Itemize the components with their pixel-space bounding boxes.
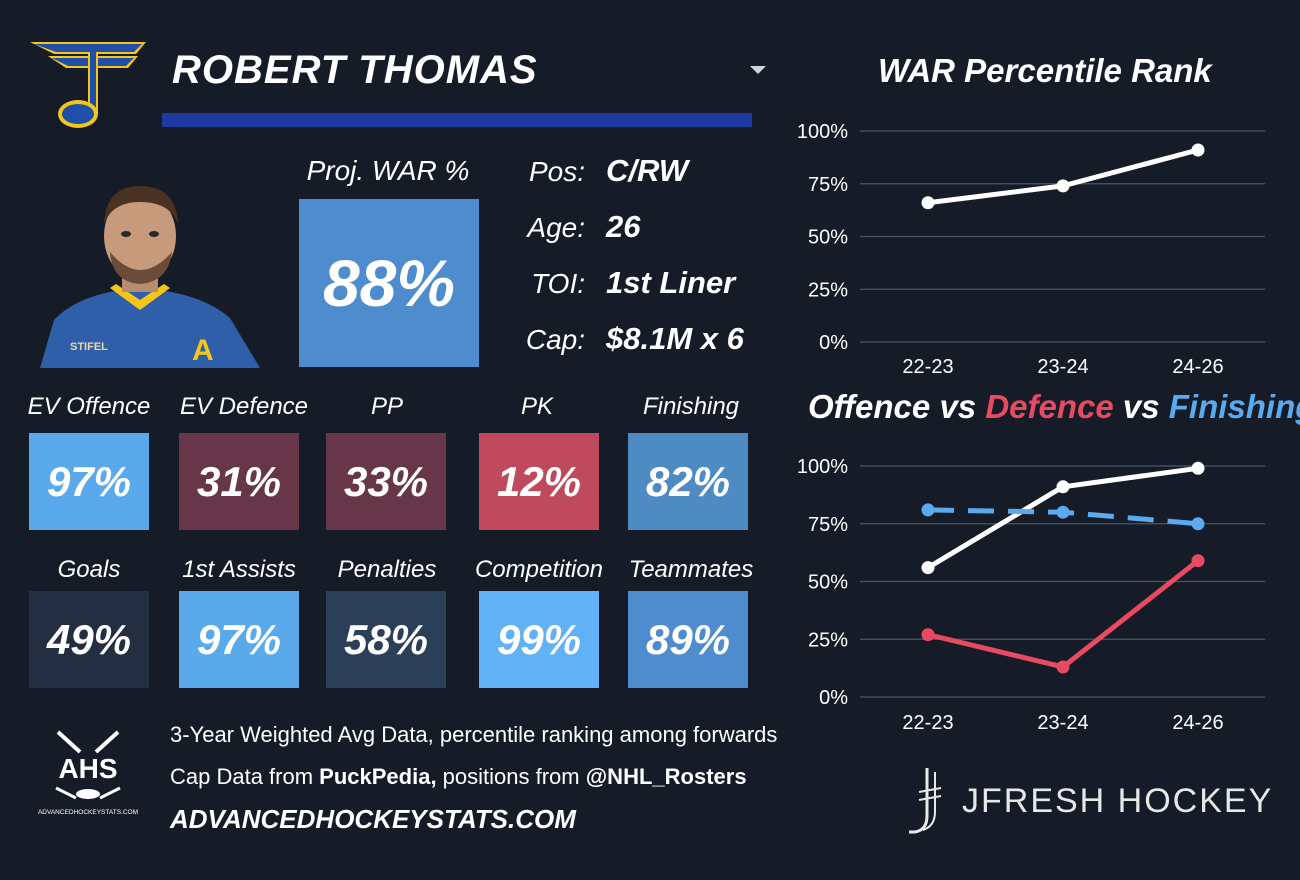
nhl-rosters-link: @NHL_Rosters	[585, 764, 747, 789]
player-name: ROBERT THOMAS	[172, 48, 538, 92]
y-tick-label: 100%	[797, 121, 848, 143]
y-tick-label: 0%	[819, 687, 848, 709]
tile-label-finishing: Finishing	[642, 393, 740, 420]
info-value-cap: $8.1M x 6	[606, 321, 744, 356]
tile-teammates: 89%	[628, 591, 748, 688]
y-tick-label: 50%	[808, 227, 848, 249]
chart-components-title: Offence vs Defence vs Finishing	[808, 388, 1300, 426]
jfresh-stick-icon	[909, 768, 942, 834]
tile-value-goals: 49%	[46, 615, 132, 663]
title-part-offence: Offence	[808, 388, 931, 425]
tile-label-ev-offence: EV Offence	[27, 393, 151, 420]
player-dropdown-chevron-icon[interactable]	[750, 66, 766, 74]
tile-label-ev-defence: EV Defence	[179, 393, 309, 420]
tile-label-teammates: Teammates	[628, 556, 754, 583]
proj-war-box: 88%	[299, 199, 479, 367]
tile-label-penalties: Penalties	[337, 556, 437, 583]
data-point-defence	[1056, 660, 1070, 674]
data-point-offence	[921, 561, 935, 575]
tile-penalties: 58%	[326, 591, 446, 688]
tile-value-pk: 12%	[496, 457, 582, 505]
tile-value-teammates: 89%	[645, 615, 731, 663]
x-tick-label: 22-23	[902, 356, 953, 378]
title-part-finishing: Finishing	[1168, 388, 1300, 425]
tile-value-penalties: 58%	[343, 615, 429, 663]
tile-competition: 99%	[479, 591, 599, 688]
series-line-series	[925, 147, 1201, 206]
puckpedia-link: PuckPedia,	[319, 764, 437, 789]
y-tick-label: 100%	[797, 456, 848, 478]
tile-value-ev-offence: 97%	[46, 457, 132, 505]
x-tick-label: 24-26	[1172, 356, 1223, 378]
svg-text:STIFEL: STIFEL	[70, 341, 108, 353]
tile-ev-offence: 97%	[29, 433, 149, 530]
y-tick-label: 75%	[808, 514, 848, 536]
chart-war-percentile: 0% 25% 50% 75% 100% 22-23 23-24 24-26	[797, 121, 1265, 378]
tile-goals: 49%	[29, 591, 149, 688]
jfresh-hockey-brand: JFRESH HOCKEY	[962, 782, 1274, 820]
chart-war-title: WAR Percentile Rank	[878, 52, 1212, 89]
info-label-age: Age:	[527, 212, 585, 243]
tile-value-1st-assists: 97%	[196, 615, 282, 663]
data-point-defence	[921, 628, 935, 642]
series-line-defence	[925, 558, 1201, 670]
proj-war-value: 88%	[322, 246, 456, 320]
tile-label-1st-assists: 1st Assists	[182, 556, 296, 583]
tile-label-pp: PP	[370, 393, 403, 420]
svg-text:A: A	[192, 334, 214, 367]
data-point-offence	[1191, 461, 1205, 475]
x-tick-label: 23-24	[1037, 712, 1088, 734]
x-tick-label: 24-26	[1172, 712, 1223, 734]
info-label-toi: TOI:	[531, 268, 585, 299]
ahs-logo-icon: AHS ADVANCEDHOCKEYSTATS.COM	[38, 730, 138, 816]
info-value-toi: 1st Liner	[606, 265, 736, 300]
info-label-position: Pos:	[528, 156, 585, 187]
tile-1st-assists: 97%	[179, 591, 299, 688]
proj-war-label: Proj. WAR %	[306, 155, 470, 186]
x-tick-label: 23-24	[1037, 356, 1088, 378]
footnote-data-source: 3-Year Weighted Avg Data, percentile ran…	[170, 722, 778, 747]
y-tick-label: 50%	[808, 572, 848, 594]
y-tick-label: 25%	[808, 279, 848, 301]
site-url: ADVANCEDHOCKEYSTATS.COM	[170, 804, 576, 834]
data-point-series	[1191, 143, 1205, 157]
y-tick-label: 25%	[808, 629, 848, 651]
tile-pk: 12%	[479, 433, 599, 530]
x-tick-label: 22-23	[902, 712, 953, 734]
tile-label-pk: PK	[520, 393, 553, 420]
info-value-age: 26	[606, 209, 641, 244]
info-label-cap: Cap:	[525, 324, 585, 355]
tile-ev-defence: 31%	[179, 433, 299, 530]
footnote-cap-source: Cap Data from PuckPedia, positions from …	[170, 764, 747, 789]
tile-value-finishing: 82%	[645, 457, 731, 505]
y-tick-label: 0%	[819, 332, 848, 354]
data-point-defence	[1191, 554, 1205, 568]
tile-value-pp: 33%	[343, 457, 429, 505]
info-value-position: C/RW	[606, 153, 689, 188]
tile-pp: 33%	[326, 433, 446, 530]
title-part-vs-1: vs	[930, 388, 986, 425]
chart-offence-defence-finishing: 0% 25% 50% 75% 100% 22-23 23-24 24-26	[797, 456, 1265, 734]
tile-finishing: 82%	[628, 433, 748, 530]
data-point-finishing	[1191, 517, 1205, 531]
tile-value-ev-defence: 31%	[196, 457, 282, 505]
name-underline	[162, 113, 752, 127]
svg-text:ADVANCEDHOCKEYSTATS.COM: ADVANCEDHOCKEYSTATS.COM	[38, 809, 138, 816]
data-point-finishing	[921, 503, 935, 517]
data-point-offence	[1056, 480, 1070, 494]
data-point-finishing	[1056, 505, 1070, 519]
team-logo-icon	[30, 42, 146, 128]
tile-label-goals: Goals	[57, 556, 121, 583]
data-point-series	[1056, 179, 1070, 193]
svg-text:AHS: AHS	[58, 753, 117, 784]
player-headshot: STIFEL A	[40, 186, 260, 368]
y-tick-label: 75%	[808, 174, 848, 196]
tile-value-competition: 99%	[496, 615, 582, 663]
title-part-defence: Defence	[985, 388, 1114, 425]
tile-label-competition: Competition	[474, 556, 604, 583]
data-point-series	[921, 196, 935, 210]
title-part-vs-2: vs	[1113, 388, 1169, 425]
